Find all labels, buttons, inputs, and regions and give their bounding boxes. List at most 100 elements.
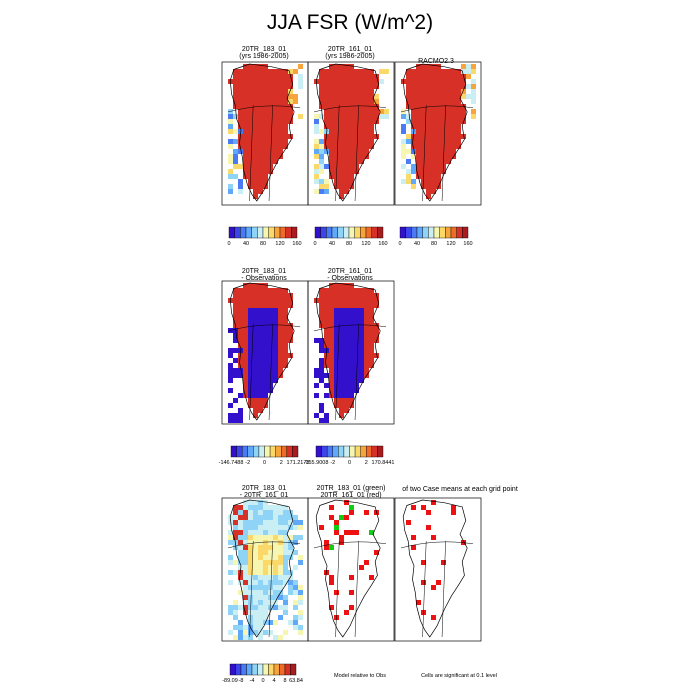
grid-cell (283, 540, 288, 545)
grid-cell (273, 149, 278, 154)
grid-cell (461, 69, 466, 74)
grid-cell (471, 109, 476, 114)
grid-cell (258, 293, 263, 298)
grid-cell (436, 119, 441, 124)
grid-cell (349, 159, 354, 164)
grid-cell (263, 69, 268, 74)
grid-cell (339, 318, 344, 323)
grid-cell (233, 69, 238, 74)
grid-cell (283, 338, 288, 343)
grid-cell (339, 413, 344, 418)
grid-cell (431, 124, 436, 129)
grid-cell (268, 368, 273, 373)
grid-cell (268, 343, 273, 348)
grid-cell (248, 560, 253, 565)
grid-cell (334, 328, 339, 333)
grid-cell (314, 154, 319, 159)
grid-cell (344, 69, 349, 74)
grid-cell (416, 94, 421, 99)
colorbar-swatch (262, 663, 269, 676)
grid-cell (238, 393, 243, 398)
grid-cell (283, 550, 288, 555)
grid-cell (243, 530, 248, 535)
grid-cell (238, 358, 243, 363)
grid-cell (344, 94, 349, 99)
grid-cell (314, 393, 319, 398)
grid-cell (268, 555, 273, 560)
grid-cell (359, 318, 364, 323)
grid-cell (441, 560, 446, 565)
grid-cell (426, 129, 431, 134)
panel-title-1a: 20TR_183_01 (242, 46, 286, 53)
grid-cell (258, 328, 263, 333)
grid-cell (263, 99, 268, 104)
grid-cell (426, 109, 431, 114)
grid-cell (298, 74, 303, 79)
grid-cell (384, 114, 389, 119)
grid-cell (248, 318, 253, 323)
grid-cell (293, 525, 298, 530)
grid-cell (268, 144, 273, 149)
grid-cell (324, 79, 329, 84)
grid-cell (298, 600, 303, 605)
grid-cell (384, 69, 389, 74)
grid-cell (431, 585, 436, 590)
grid-cell (253, 348, 258, 353)
grid-cell (233, 174, 238, 179)
grid-cell (401, 179, 406, 184)
grid-cell (278, 560, 283, 565)
grid-cell (293, 94, 298, 99)
grid-cell (364, 89, 369, 94)
panel-significance-both (307, 497, 395, 642)
grid-cell (258, 625, 263, 630)
grid-cell (253, 149, 258, 154)
grid-cell (243, 69, 248, 74)
grid-cell (288, 114, 293, 119)
grid-cell (288, 550, 293, 555)
meridian (249, 105, 254, 202)
grid-cell (431, 169, 436, 174)
grid-cell (283, 99, 288, 104)
colorbar-swatch (462, 226, 469, 239)
grid-cell (319, 358, 324, 363)
grid-cell (268, 303, 273, 308)
grid-cell (283, 109, 288, 114)
grid-cell (233, 333, 238, 338)
panel-frame (307, 280, 395, 425)
colorbar-swatch (247, 445, 254, 458)
grid-cell (278, 540, 283, 545)
grid-cell (446, 134, 451, 139)
grid-cell (339, 104, 344, 109)
grid-cell (268, 318, 273, 323)
grid-cell (406, 139, 411, 144)
parallel (227, 541, 301, 549)
grid-cell (298, 535, 303, 540)
grid-cell (344, 408, 349, 413)
grid-cell (258, 550, 263, 555)
grid-cell (238, 179, 243, 184)
grid-cell (233, 328, 238, 333)
grid-cell (253, 114, 258, 119)
grid-cell (446, 79, 451, 84)
grid-cell (426, 89, 431, 94)
grid-cell (339, 64, 344, 69)
grid-cell (436, 169, 441, 174)
grid-cell (401, 129, 406, 134)
grid-cell (416, 154, 421, 159)
grid-cell (278, 104, 283, 109)
grid-cell (238, 288, 243, 293)
grid-cell (288, 69, 293, 74)
grid-cell (258, 560, 263, 565)
grid-cell (273, 620, 278, 625)
grid-cell (268, 169, 273, 174)
grid-cell (268, 293, 273, 298)
grid-cell (339, 74, 344, 79)
grid-cell (243, 520, 248, 525)
grid-cell (293, 605, 298, 610)
grid-cell (354, 343, 359, 348)
grid-cell (426, 525, 431, 530)
grid-cell (238, 540, 243, 545)
grid-cell (263, 590, 268, 595)
grid-cell (253, 515, 258, 520)
grid-cell (293, 540, 298, 545)
